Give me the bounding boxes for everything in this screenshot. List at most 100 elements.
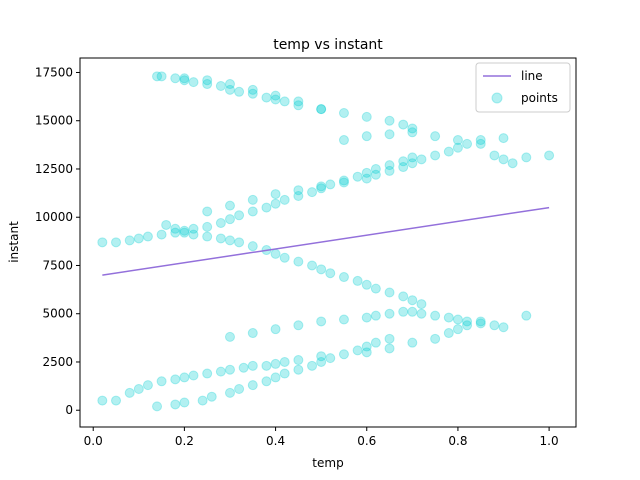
scatter-point (407, 337, 418, 348)
scatter-point (398, 119, 409, 130)
scatter-point (202, 75, 213, 86)
scatter-point (279, 96, 290, 107)
scatter-point (247, 194, 258, 205)
x-tick-label: 0.8 (448, 434, 467, 448)
scatter-point (188, 229, 199, 240)
scatter-point (161, 219, 172, 230)
scatter-point (443, 146, 454, 157)
scatter-point (498, 133, 509, 144)
scatter-point (270, 94, 281, 105)
scatter-point (361, 341, 372, 352)
scatter-point (293, 191, 304, 201)
scatter-point (188, 223, 199, 234)
scatter-point (407, 152, 418, 163)
scatter-point (224, 214, 235, 225)
y-tick-label: 2500 (42, 355, 73, 369)
scatter-point (179, 225, 190, 236)
scatter-point (270, 198, 281, 209)
scatter-point (293, 100, 304, 111)
scatter-point (407, 158, 418, 169)
scatter-point (179, 227, 190, 238)
x-tick-label: 1.0 (540, 434, 559, 448)
scatter-point (142, 380, 153, 391)
scatter-point (179, 73, 190, 84)
legend-points-swatch (491, 92, 503, 104)
scatter-point (452, 135, 463, 146)
scatter-point (133, 233, 144, 244)
scatter-point (124, 235, 135, 246)
scatter-point (279, 356, 290, 367)
scatter-point (247, 241, 258, 252)
scatter-point (111, 395, 122, 406)
scatter-point (224, 331, 235, 342)
y-tick-label: 17500 (35, 65, 73, 79)
scatter-point (430, 150, 441, 161)
scatter-point (270, 358, 281, 369)
x-axis-label: temp (312, 456, 343, 470)
scatter-point (338, 314, 349, 325)
scatter-point (270, 248, 281, 259)
y-tick-label: 7500 (42, 258, 73, 272)
legend-line-label: line (521, 69, 543, 83)
scatter-point (398, 306, 409, 317)
y-tick-label: 12500 (35, 162, 73, 176)
scatter-point (352, 345, 363, 356)
scatter-point (279, 194, 290, 205)
scatter-point (307, 260, 318, 271)
scatter-point (202, 368, 213, 379)
scatter-point (261, 376, 272, 387)
scatter-point (361, 131, 372, 142)
scatter-point (170, 223, 181, 234)
scatter-point (325, 179, 336, 190)
plot-frame (79, 57, 577, 428)
scatter-point (430, 131, 441, 142)
scatter-point (398, 291, 409, 302)
scatter-point (247, 88, 258, 99)
scatter-point (293, 320, 304, 331)
scatter-point (338, 349, 349, 360)
scatter-point (215, 366, 226, 377)
scatter-point (384, 308, 395, 319)
scatter-point (316, 356, 327, 367)
scatter-point (338, 175, 349, 186)
scatter-point (384, 333, 395, 344)
scatter-point (247, 328, 258, 339)
scatter-point (238, 362, 249, 373)
scatter-point (179, 372, 190, 383)
x-tick-label: 0.2 (175, 434, 194, 448)
scatter-point (224, 387, 235, 398)
scatter-point (170, 399, 181, 410)
scatter-point (398, 156, 409, 167)
scatter-point (156, 229, 167, 240)
scatter-point (247, 206, 258, 217)
scatter-point (270, 90, 281, 101)
y-axis: 0 2500 5000 7500 10000 12500 15000 17500 (35, 65, 80, 417)
scatter-point (416, 308, 427, 319)
scatter-point (521, 152, 532, 163)
scatter-point (224, 84, 235, 95)
plot-marks (97, 71, 555, 412)
scatter-point (316, 183, 327, 194)
scatter-point (170, 73, 181, 84)
scatter-point (234, 86, 245, 97)
y-tick-label: 0 (65, 403, 73, 417)
scatter-point (338, 272, 349, 283)
scatter-point (544, 150, 555, 161)
y-tick-label: 10000 (35, 210, 73, 224)
scatter-point (152, 401, 163, 412)
scatter-point (179, 397, 190, 408)
scatter-point (475, 138, 486, 149)
scatter-point (97, 395, 108, 406)
scatter-point (507, 158, 518, 169)
y-axis-label: instant (7, 221, 21, 263)
scatter-point (247, 360, 258, 371)
scatter-point (316, 181, 327, 192)
scatter-point (370, 169, 381, 180)
scatter-point (224, 364, 235, 375)
scatter-point (361, 111, 372, 122)
scatter-point (124, 387, 135, 398)
scatter-point (97, 237, 108, 248)
scatter-point (370, 337, 381, 348)
scatter-point (452, 314, 463, 325)
scatter-point (224, 235, 235, 246)
